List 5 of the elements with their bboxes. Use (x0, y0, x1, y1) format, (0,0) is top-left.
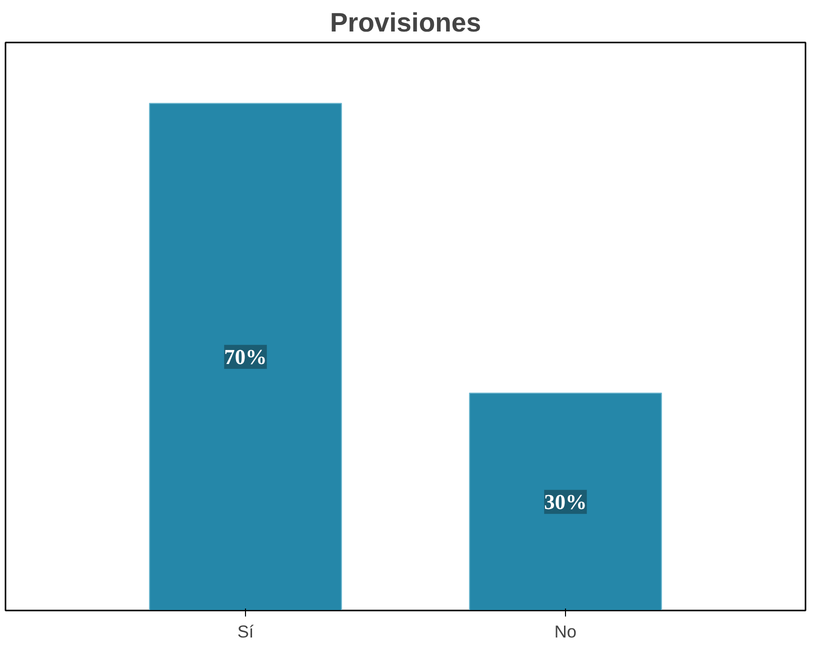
data-label: 70% (224, 344, 267, 369)
x-tick-label: No (554, 622, 577, 642)
data-label: 30% (544, 490, 587, 514)
chart-title: Provisiones (330, 8, 482, 38)
x-tick-label: Sí (237, 622, 254, 642)
